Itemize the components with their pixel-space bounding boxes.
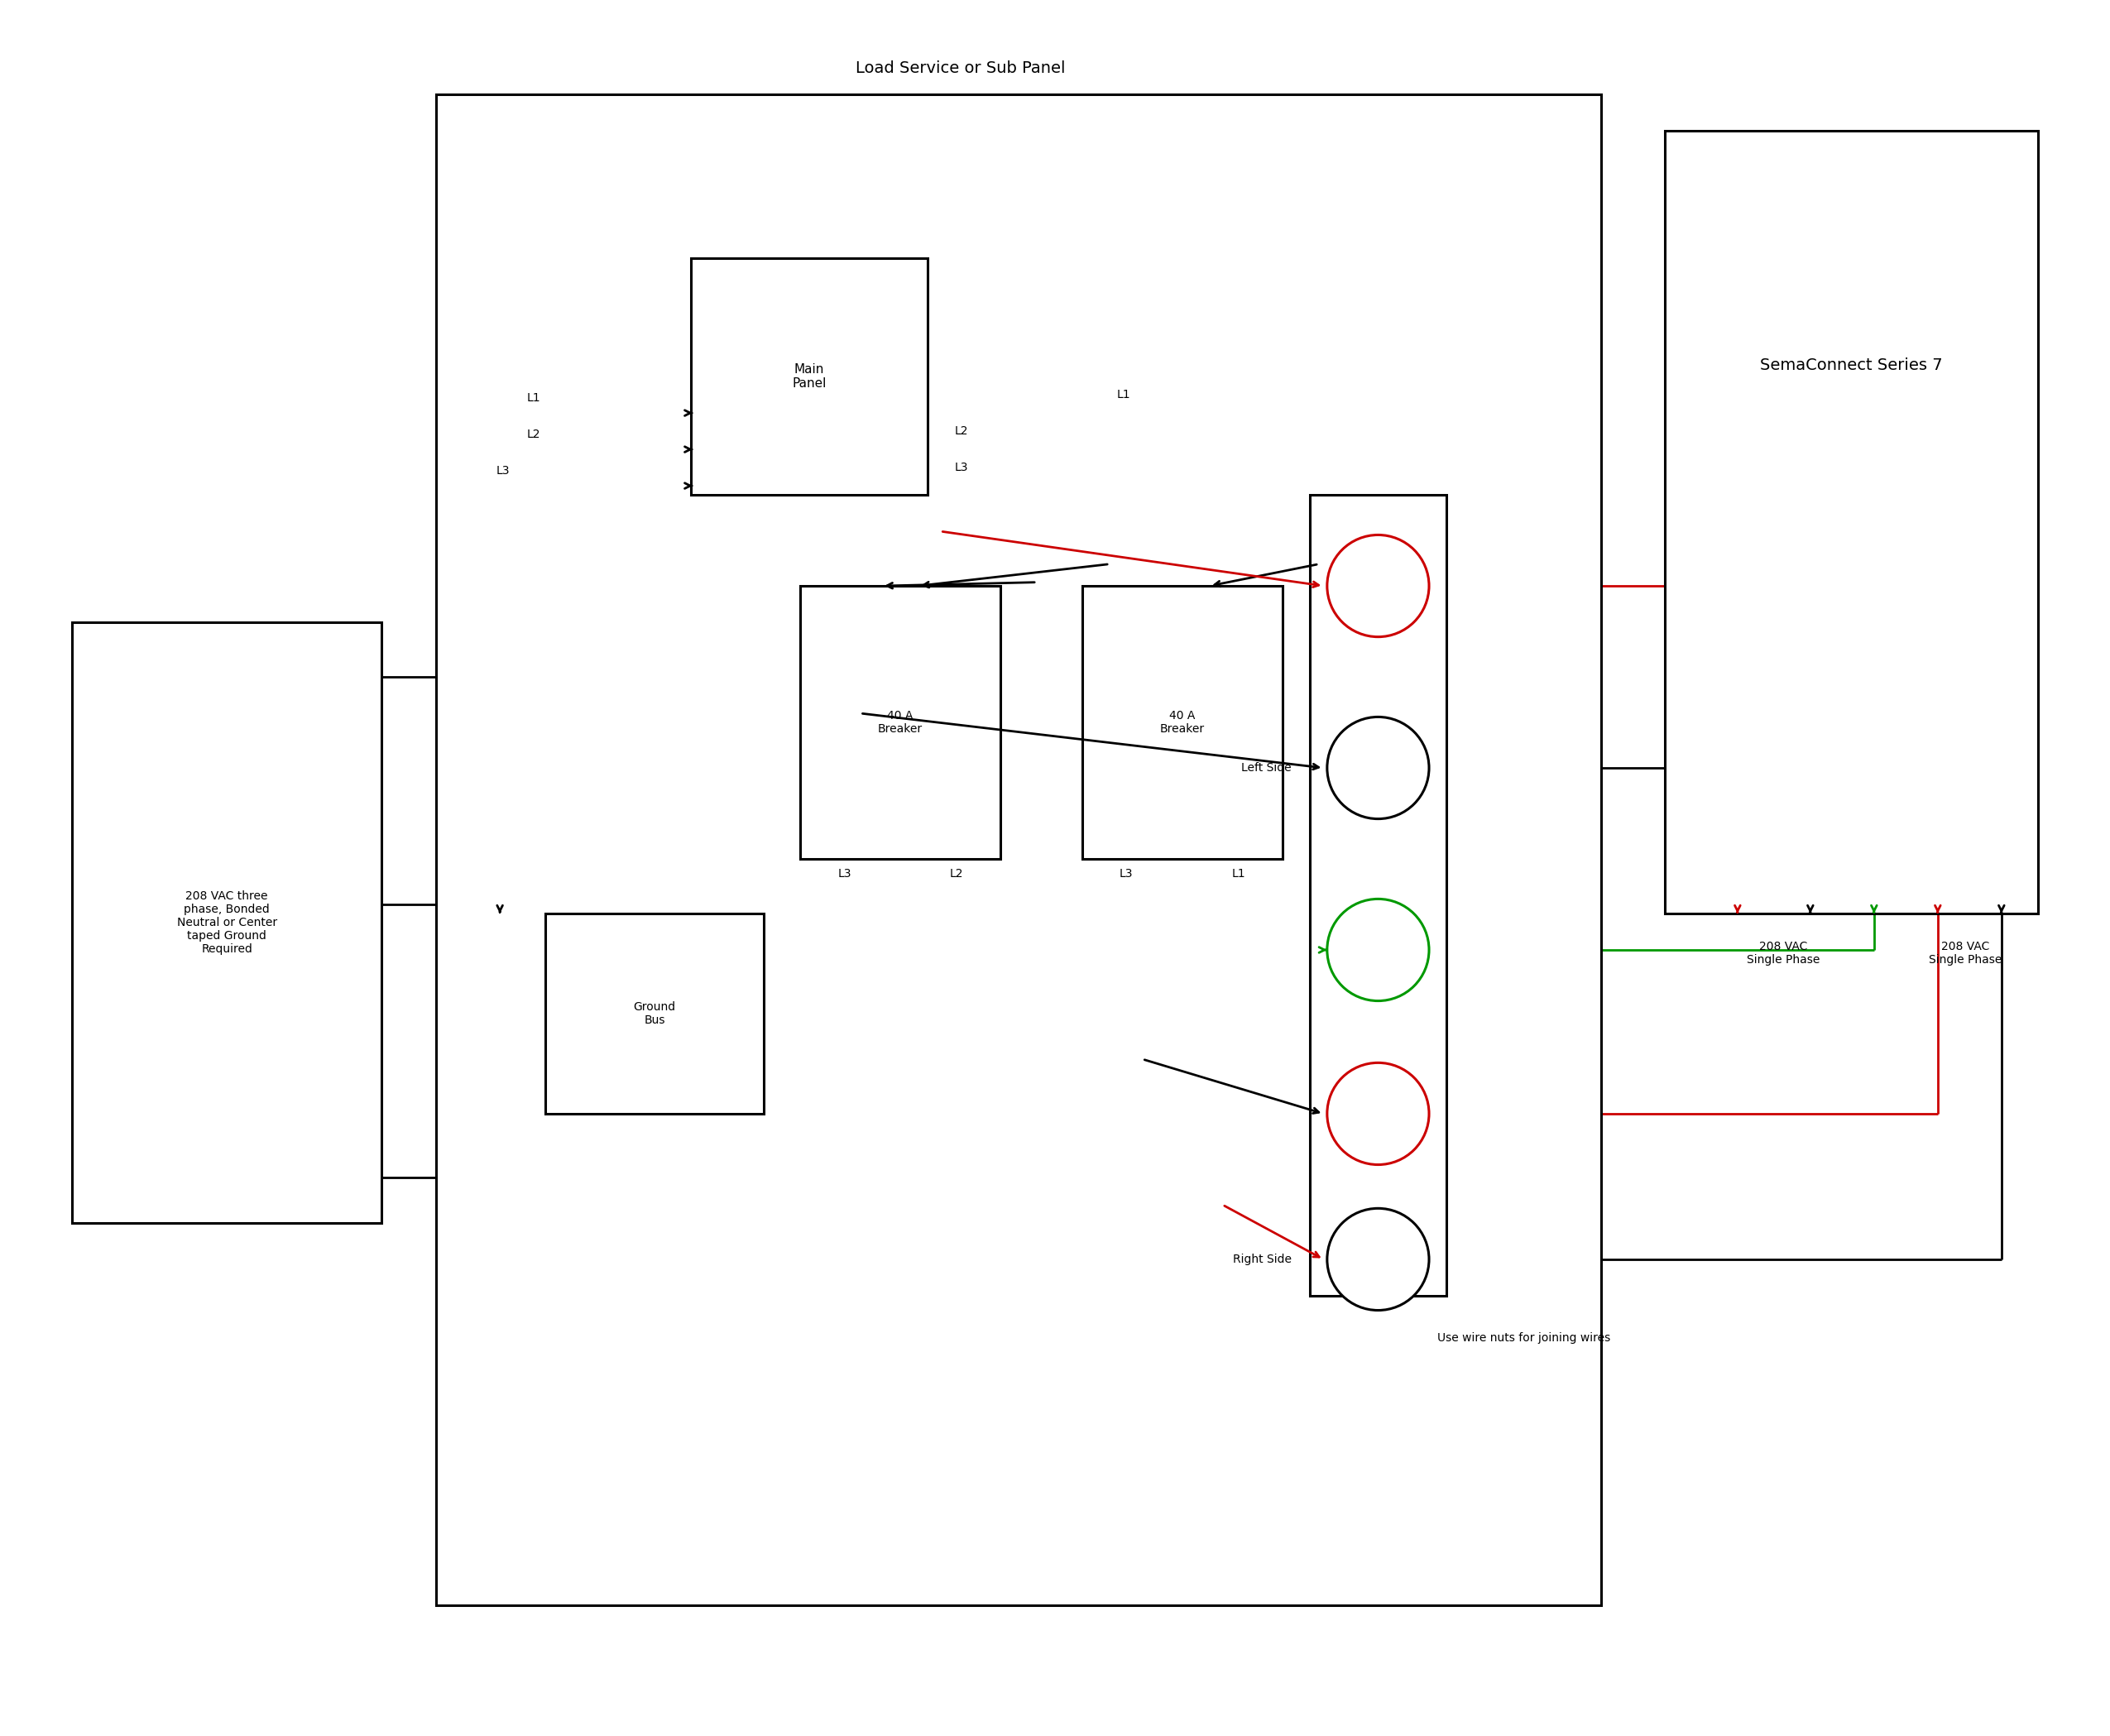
Text: L1: L1: [1116, 389, 1131, 401]
Text: SemaConnect Series 7: SemaConnect Series 7: [1760, 358, 1943, 373]
Text: L1: L1: [1232, 868, 1245, 880]
Bar: [72, 621, 382, 1222]
Text: Load Service or Sub Panel: Load Service or Sub Panel: [855, 61, 1066, 76]
Bar: [1082, 585, 1283, 859]
Text: L2: L2: [949, 868, 962, 880]
Text: Use wire nuts for joining wires: Use wire nuts for joining wires: [1437, 1332, 1610, 1344]
Text: 208 VAC
Single Phase: 208 VAC Single Phase: [1929, 941, 2002, 965]
Circle shape: [1327, 535, 1428, 637]
Bar: [1665, 130, 2038, 913]
Text: 208 VAC
Single Phase: 208 VAC Single Phase: [1747, 941, 1819, 965]
Text: 40 A
Breaker: 40 A Breaker: [1160, 710, 1205, 734]
Text: Ground
Bus: Ground Bus: [633, 1002, 675, 1026]
Text: L1: L1: [528, 392, 540, 404]
Text: L3: L3: [496, 465, 511, 477]
Circle shape: [1327, 717, 1428, 819]
Text: L2: L2: [528, 429, 540, 441]
Text: 208 VAC three
phase, Bonded
Neutral or Center
taped Ground
Required: 208 VAC three phase, Bonded Neutral or C…: [177, 891, 276, 955]
Bar: [800, 585, 1000, 859]
Text: Main
Panel: Main Panel: [791, 363, 827, 391]
Circle shape: [1327, 1062, 1428, 1165]
Bar: [690, 259, 928, 495]
Bar: [437, 94, 1601, 1606]
Circle shape: [1327, 1208, 1428, 1311]
Text: L3: L3: [838, 868, 850, 880]
Circle shape: [1327, 899, 1428, 1002]
Text: 40 A
Breaker: 40 A Breaker: [878, 710, 922, 734]
Bar: [1310, 495, 1445, 1295]
Bar: [544, 913, 764, 1115]
Text: L3: L3: [956, 462, 968, 472]
Text: L3: L3: [1120, 868, 1133, 880]
Text: Right Side: Right Side: [1232, 1253, 1291, 1266]
Text: L2: L2: [956, 425, 968, 437]
Text: Left Side: Left Side: [1241, 762, 1291, 774]
